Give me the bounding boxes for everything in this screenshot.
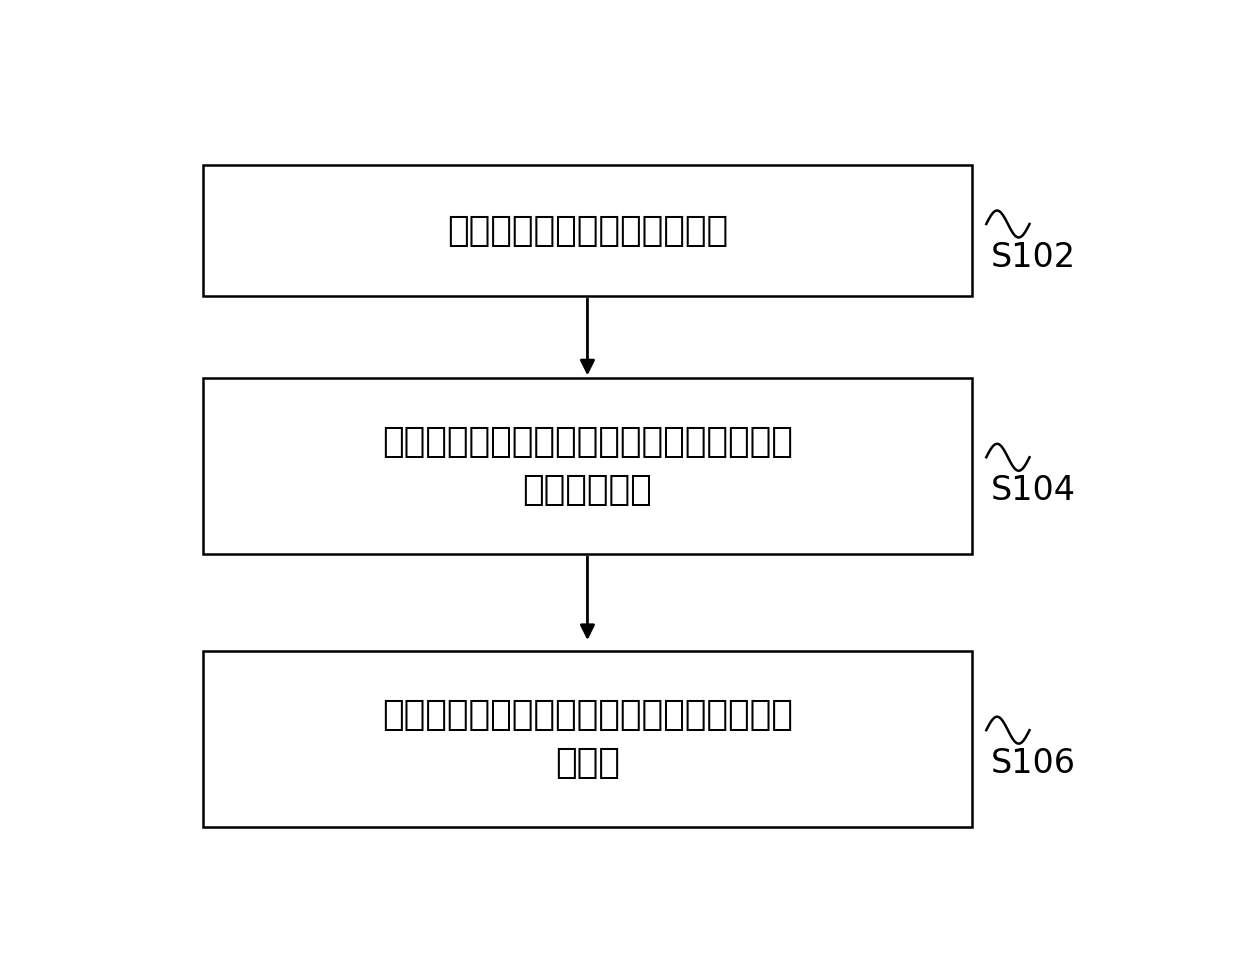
Bar [203,165,972,296]
Text: 内的环境参数: 内的环境参数 [522,473,652,508]
Text: 行参数: 行参数 [556,747,620,781]
Text: 基于检测模型识别室内的图像信息，得到室: 基于检测模型识别室内的图像信息，得到室 [382,424,792,458]
Text: S104: S104 [991,475,1075,508]
Text: S106: S106 [991,748,1075,781]
Bar [203,652,972,827]
Text: 根据空调所处室内的环境参数调整空调的运: 根据空调所处室内的环境参数调整空调的运 [382,697,792,732]
Bar [203,379,972,553]
Text: 获取空调所处室内的图像信息: 获取空调所处室内的图像信息 [446,214,728,248]
Text: S102: S102 [991,241,1076,274]
